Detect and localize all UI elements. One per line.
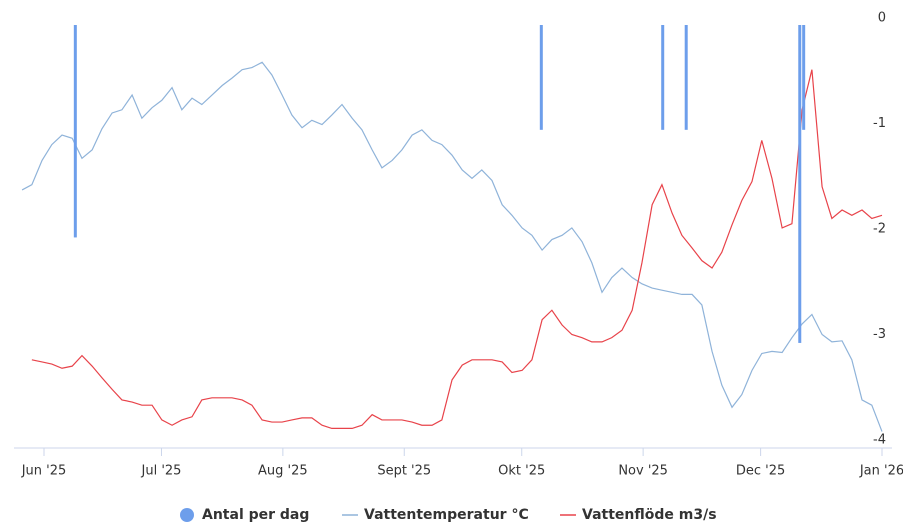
bar [684, 25, 688, 130]
bar [798, 25, 802, 343]
x-tick-label: Nov '25 [618, 464, 668, 479]
bar [73, 25, 77, 238]
y-tick-label: -3 [873, 327, 886, 342]
bar [802, 25, 806, 130]
x-tick-label: Sept '25 [377, 464, 431, 479]
x-tick-label: Okt '25 [498, 464, 545, 479]
x-tick-label: Jul '25 [141, 464, 182, 479]
y-tick-label: -1 [873, 116, 886, 131]
y-tick-label: -2 [873, 222, 886, 237]
x-tick-label: Jan '26 [859, 464, 903, 479]
x-tick-label: Jun '25 [21, 464, 67, 479]
legend-symbol [180, 508, 194, 522]
legend-label: Vattenflöde m3/s [582, 507, 717, 523]
legend: Antal per dag Vattentemperatur °C Vattenfl… [180, 507, 717, 523]
bar [539, 25, 543, 130]
bar [661, 25, 665, 130]
x-tick-label: Dec '25 [736, 464, 785, 479]
x-tick-label: Aug '25 [258, 464, 308, 479]
line [21, 61, 883, 432]
y-tick-label: 0 [878, 11, 886, 26]
y-tick-label: -4 [873, 433, 886, 448]
legend-label: Vattentemperatur °C [364, 507, 529, 523]
legend-label: Antal per dag [202, 507, 309, 523]
line [31, 69, 883, 429]
